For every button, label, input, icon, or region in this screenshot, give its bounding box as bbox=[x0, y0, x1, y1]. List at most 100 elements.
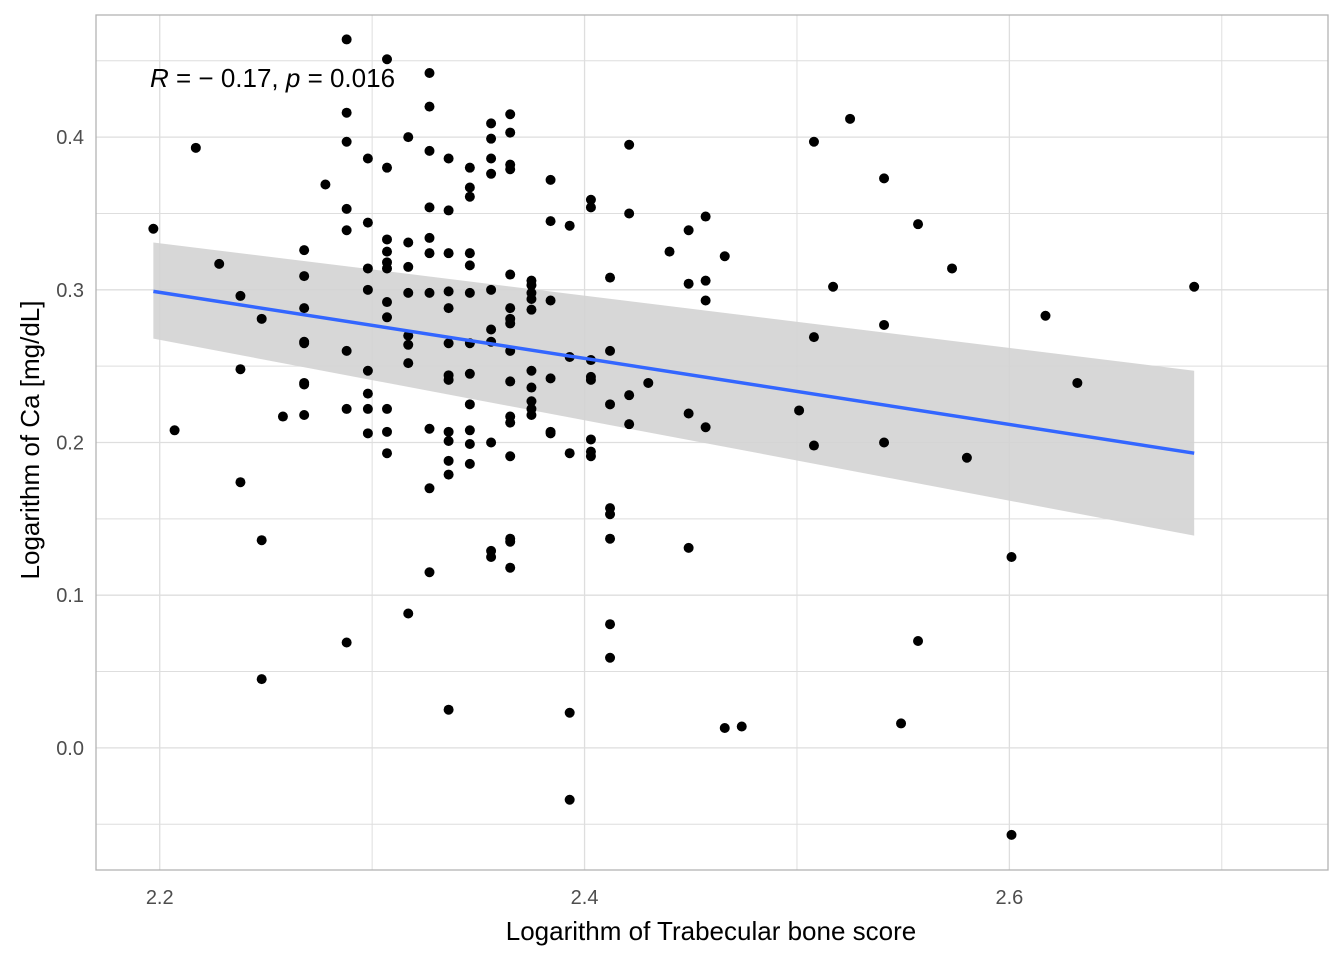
data-point bbox=[486, 324, 497, 335]
data-point bbox=[299, 271, 310, 282]
data-point bbox=[341, 225, 352, 236]
data-point bbox=[1072, 377, 1083, 388]
data-point bbox=[808, 136, 819, 147]
data-point bbox=[505, 109, 516, 120]
data-point bbox=[341, 107, 352, 118]
data-point bbox=[486, 284, 497, 295]
data-point bbox=[235, 364, 246, 375]
data-point bbox=[403, 237, 414, 248]
data-point bbox=[505, 451, 516, 462]
data-point bbox=[526, 396, 537, 407]
data-point bbox=[424, 68, 435, 79]
data-point bbox=[464, 260, 475, 271]
data-point bbox=[443, 704, 454, 715]
data-point bbox=[148, 223, 159, 234]
panel-border bbox=[95, 14, 1329, 871]
data-point bbox=[403, 358, 414, 369]
data-point bbox=[424, 202, 435, 213]
data-point bbox=[464, 182, 475, 193]
data-point bbox=[664, 246, 675, 257]
data-point bbox=[362, 388, 373, 399]
p-symbol: p bbox=[285, 63, 300, 93]
data-point bbox=[214, 258, 225, 269]
data-point bbox=[719, 723, 730, 734]
data-point bbox=[486, 552, 497, 563]
data-point bbox=[913, 635, 924, 646]
data-point bbox=[794, 405, 805, 416]
data-point bbox=[362, 217, 373, 228]
data-point bbox=[808, 332, 819, 343]
data-point bbox=[362, 263, 373, 274]
data-point bbox=[424, 287, 435, 298]
data-point bbox=[700, 211, 711, 222]
data-point bbox=[382, 246, 393, 257]
data-point bbox=[341, 637, 352, 648]
data-point bbox=[403, 132, 414, 143]
data-point bbox=[719, 251, 730, 262]
data-point bbox=[605, 533, 616, 544]
p-value: = 0.016 bbox=[300, 63, 395, 93]
data-point bbox=[403, 287, 414, 298]
data-point bbox=[299, 410, 310, 421]
data-point bbox=[585, 194, 596, 205]
data-point bbox=[526, 365, 537, 376]
data-point bbox=[736, 721, 747, 732]
y-tick-labels: 0.0 0.1 0.2 0.3 0.4 bbox=[56, 127, 84, 760]
data-point bbox=[683, 225, 694, 236]
data-point bbox=[362, 284, 373, 295]
data-point bbox=[382, 312, 393, 323]
data-point bbox=[403, 261, 414, 272]
x-axis-title: Logarithm of Trabecular bone score bbox=[506, 916, 916, 946]
data-point bbox=[1189, 281, 1200, 292]
data-point bbox=[341, 403, 352, 414]
data-point bbox=[605, 399, 616, 410]
data-point bbox=[403, 608, 414, 619]
data-point bbox=[443, 338, 454, 349]
data-point bbox=[424, 423, 435, 434]
data-point bbox=[464, 287, 475, 298]
data-point bbox=[382, 234, 393, 245]
data-point bbox=[424, 567, 435, 578]
data-point bbox=[879, 437, 890, 448]
data-point bbox=[505, 536, 516, 547]
data-point bbox=[505, 318, 516, 329]
data-point bbox=[879, 319, 890, 330]
y-tick-label: 0.2 bbox=[56, 433, 84, 455]
data-point bbox=[545, 428, 556, 439]
data-point bbox=[1040, 310, 1051, 321]
data-point bbox=[443, 286, 454, 297]
data-point bbox=[683, 542, 694, 553]
data-point bbox=[341, 203, 352, 214]
data-point bbox=[505, 303, 516, 314]
data-point bbox=[443, 469, 454, 480]
x-tick-labels: 2.2 2.4 2.6 bbox=[146, 887, 1023, 909]
data-point bbox=[486, 118, 497, 129]
data-point bbox=[464, 248, 475, 259]
data-point bbox=[643, 377, 654, 388]
data-point bbox=[505, 417, 516, 428]
data-point bbox=[1006, 552, 1017, 563]
data-point bbox=[443, 435, 454, 446]
data-point bbox=[443, 153, 454, 164]
data-point bbox=[424, 232, 435, 243]
data-point bbox=[605, 345, 616, 356]
x-tick-label: 2.2 bbox=[146, 887, 174, 909]
data-point bbox=[683, 278, 694, 289]
data-point bbox=[486, 168, 497, 179]
y-tick-label: 0.3 bbox=[56, 280, 84, 302]
data-point bbox=[424, 101, 435, 112]
data-point bbox=[256, 674, 267, 685]
data-point bbox=[1006, 829, 1017, 840]
data-point bbox=[947, 263, 958, 274]
data-point bbox=[443, 374, 454, 385]
data-point bbox=[443, 303, 454, 314]
data-point bbox=[382, 263, 393, 274]
data-point bbox=[362, 428, 373, 439]
data-point bbox=[362, 153, 373, 164]
data-point bbox=[605, 652, 616, 663]
data-point bbox=[585, 434, 596, 445]
data-point bbox=[828, 281, 839, 292]
x-tick-label: 2.6 bbox=[995, 887, 1023, 909]
confidence-band bbox=[153, 242, 1195, 536]
